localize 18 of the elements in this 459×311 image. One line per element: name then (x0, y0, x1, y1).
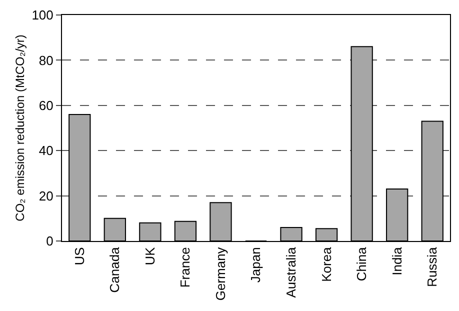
x-tick-label: Korea (318, 246, 334, 282)
y-tick-label: 0 (46, 234, 54, 249)
x-tick-label: Russia (424, 246, 440, 287)
x-tick-label: France (178, 247, 193, 288)
x-tick-label: US (72, 246, 87, 266)
x-tick-label: Canada (107, 246, 122, 293)
y-tick-label: 60 (38, 98, 54, 113)
x-tick-label: Australia (283, 246, 298, 298)
y-tick-label: 20 (38, 188, 54, 204)
x-tick-label: China (354, 246, 370, 282)
x-tick-label: India (389, 246, 404, 276)
x-tick-label: Germany (212, 246, 228, 301)
y-tick-label: 80 (38, 52, 54, 68)
y-tick-label: 40 (38, 143, 54, 158)
y-tick-label: 100 (32, 8, 54, 23)
x-tick-label: Japan (248, 247, 264, 283)
x-tick-label: UK (142, 246, 158, 266)
y-axis-title: CO₂ emission reduction (MtCO₂/yr) (12, 34, 27, 222)
